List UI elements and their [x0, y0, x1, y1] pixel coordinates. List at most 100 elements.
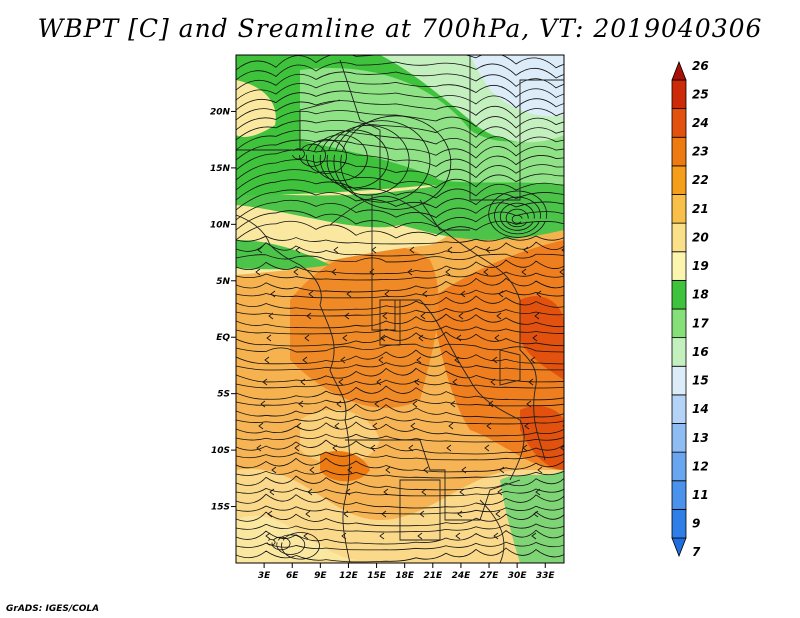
streamline [331, 268, 337, 276]
streamline [531, 532, 537, 540]
streamline [236, 451, 564, 461]
streamline [422, 290, 428, 298]
streamline [370, 444, 376, 452]
streamline [483, 268, 489, 276]
streamline [334, 422, 340, 430]
streamline [319, 129, 389, 189]
streamline [372, 422, 378, 430]
streamline [342, 334, 348, 342]
streamline [236, 403, 564, 419]
colorbar-swatch [671, 308, 687, 339]
streamline [460, 290, 466, 298]
streamline [236, 295, 564, 311]
colorbar-swatch [671, 79, 687, 110]
streamline [309, 466, 315, 474]
region-green-belt [236, 177, 564, 240]
streamline [488, 190, 548, 238]
lat-tick-label: EQ [216, 333, 230, 343]
colorbar-label: 21 [692, 202, 709, 216]
streamline [574, 489, 578, 495]
lon-tick-label: 27E [480, 571, 500, 581]
streamline [268, 312, 274, 320]
streamline [412, 400, 418, 408]
streamline [344, 312, 350, 320]
streamline [414, 378, 420, 386]
streamline [488, 400, 494, 408]
region-east-red-south [520, 405, 564, 470]
streamline [236, 439, 564, 455]
country-borders [236, 55, 564, 563]
streamline [236, 343, 564, 353]
colorbar-swatch [671, 451, 687, 482]
streamline [236, 349, 564, 365]
streamline [292, 148, 305, 160]
wbpt-field [236, 55, 580, 563]
colorbar-label: 15 [692, 374, 709, 388]
streamline [326, 124, 410, 196]
streamline [572, 511, 576, 517]
lon-tick-label: 15E [367, 571, 387, 581]
colorbar-swatch [671, 537, 687, 558]
streamline [258, 422, 264, 430]
streamline [236, 487, 564, 497]
streamline [306, 312, 312, 320]
colorbar-label: 25 [692, 87, 709, 101]
streamline [534, 312, 540, 320]
lat-tick-label: 5N [216, 277, 230, 287]
streamline [257, 246, 263, 254]
streamline [266, 334, 272, 342]
colorbar-swatch [671, 194, 687, 224]
streamline [384, 290, 390, 298]
streamline [417, 532, 423, 540]
streamline [270, 290, 276, 298]
streamline [575, 291, 579, 297]
streamline [446, 444, 452, 452]
streamline [523, 246, 529, 254]
streamline [265, 532, 271, 540]
streamline [452, 378, 458, 386]
lat-tick-label: 5S [217, 390, 230, 400]
streamline [299, 143, 326, 167]
streamline [345, 488, 351, 496]
streamline [236, 541, 564, 551]
streamline [576, 467, 580, 473]
streamline [385, 466, 391, 474]
streamline [382, 312, 388, 320]
streamline [494, 334, 500, 342]
streamline [304, 334, 310, 342]
streamline [262, 378, 268, 386]
colorbar-swatch [671, 251, 687, 281]
colorbar-label: 26 [692, 59, 709, 73]
streamline [526, 400, 532, 408]
streamline [484, 444, 490, 452]
streamline [567, 379, 571, 385]
streamline [281, 532, 320, 560]
lat-tick-label: 20N [210, 107, 231, 117]
streamline [418, 334, 424, 342]
colorbar-swatch [671, 365, 687, 396]
lat-tick-label: 10S [211, 446, 230, 456]
streamline [530, 356, 536, 364]
streamline [307, 488, 313, 496]
streamline [300, 378, 306, 386]
streamline [511, 214, 523, 224]
streamline [497, 488, 503, 496]
streamline [420, 312, 426, 320]
streamline [271, 536, 291, 551]
colorbar-label: 22 [692, 173, 709, 187]
streamline [271, 466, 277, 474]
streamline [374, 400, 380, 408]
streamline [445, 268, 451, 276]
streamline [236, 100, 564, 121]
streamlines [236, 55, 580, 563]
lat-tick-label: 15S [211, 503, 230, 513]
streamline [236, 253, 564, 263]
streamline [236, 421, 564, 437]
lon-tick-label: 33E [536, 571, 556, 581]
streamline [495, 510, 501, 518]
colorbar-label: 24 [692, 116, 709, 130]
streamline [498, 290, 504, 298]
region-east-red [520, 296, 564, 380]
lon-tick-label: 24E [452, 571, 472, 581]
lat-tick-label: 15N [210, 164, 231, 174]
